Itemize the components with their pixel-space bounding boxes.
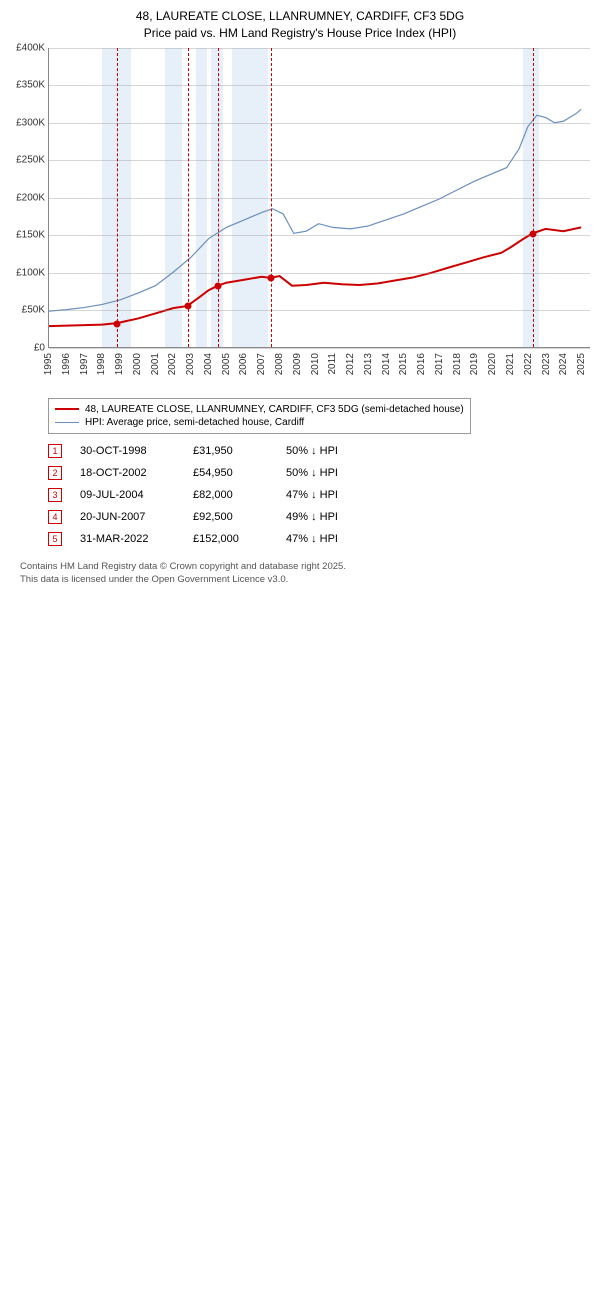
sale-date: 30-OCT-1998 [80,445,175,457]
x-axis-label: 2015 [398,353,409,375]
x-axis-label: 2002 [167,353,178,375]
sale-dot [114,320,121,327]
sale-index-box: 3 [48,488,62,502]
sale-date: 31-MAR-2022 [80,533,175,545]
x-axis-label: 2003 [185,353,196,375]
sale-index-box: 2 [48,466,62,480]
sale-price: £31,950 [193,445,268,457]
sale-marker-line [188,48,189,347]
y-axis-label: £150K [10,230,45,241]
sale-date: 18-OCT-2002 [80,467,175,479]
x-axis-label: 2004 [203,353,214,375]
x-axis-label: 2013 [363,353,374,375]
legend-label: HPI: Average price, semi-detached house,… [85,417,304,428]
x-axis-label: 2006 [238,353,249,375]
chart-title: 48, LAUREATE CLOSE, LLANRUMNEY, CARDIFF,… [10,8,590,42]
sale-index-box: 5 [48,532,62,546]
sale-index-box: 1 [48,444,62,458]
sale-marker-line [117,48,118,347]
y-axis-label: £300K [10,117,45,128]
sale-pct: 49% ↓ HPI [286,511,386,523]
legend-swatch [55,422,79,423]
x-axis-label: 2021 [505,353,516,375]
x-axis-label: 2010 [310,353,321,375]
x-axis-label: 2023 [541,353,552,375]
x-axis-label: 2025 [576,353,587,375]
x-axis-label: 2020 [487,353,498,375]
legend-row: 48, LAUREATE CLOSE, LLANRUMNEY, CARDIFF,… [55,403,464,416]
x-axis-label: 2018 [452,353,463,375]
hpi-line [49,109,581,311]
legend-row: HPI: Average price, semi-detached house,… [55,416,464,429]
sale-price: £92,500 [193,511,268,523]
sales-row: 4 20-JUN-2007 £92,500 49% ↓ HPI [48,506,590,528]
footer-line1: Contains HM Land Registry data © Crown c… [20,560,590,573]
sale-pct: 47% ↓ HPI [286,533,386,545]
sales-row: 1 30-OCT-1998 £31,950 50% ↓ HPI [48,440,590,462]
y-axis-label: £350K [10,80,45,91]
sale-dot [215,283,222,290]
sale-pct: 50% ↓ HPI [286,445,386,457]
x-axis-label: 2007 [256,353,267,375]
sale-index-box: 4 [48,510,62,524]
footer: Contains HM Land Registry data © Crown c… [20,560,590,587]
x-axis-label: 2012 [345,353,356,375]
x-axis-label: 2005 [221,353,232,375]
sale-price: £54,950 [193,467,268,479]
x-axis-label: 2022 [523,353,534,375]
x-axis-label: 2014 [381,353,392,375]
x-axis-label: 2000 [132,353,143,375]
x-axis-label: 2008 [274,353,285,375]
x-axis-label: 2011 [327,353,338,375]
sale-marker-line [271,48,272,347]
x-axis-label: 1998 [96,353,107,375]
footer-line2: This data is licensed under the Open Gov… [20,573,590,586]
y-axis-label: £250K [10,155,45,166]
sales-row: 5 31-MAR-2022 £152,000 47% ↓ HPI [48,528,590,550]
sale-date: 20-JUN-2007 [80,511,175,523]
x-axis-label: 2009 [292,353,303,375]
sale-pct: 50% ↓ HPI [286,467,386,479]
sale-marker-line [533,48,534,347]
x-axis-label: 2019 [469,353,480,375]
x-axis-label: 1996 [61,353,72,375]
y-axis-label: £400K [10,42,45,53]
x-axis-label: 2001 [150,353,161,375]
x-axis-label: 2024 [558,353,569,375]
y-axis-label: £100K [10,267,45,278]
sale-price: £82,000 [193,489,268,501]
sale-date: 09-JUL-2004 [80,489,175,501]
y-axis-label: £0 [10,342,45,353]
title-line1: 48, LAUREATE CLOSE, LLANRUMNEY, CARDIFF,… [10,8,590,25]
legend-label: 48, LAUREATE CLOSE, LLANRUMNEY, CARDIFF,… [85,404,464,415]
chart-area: 12345 £0 £50K £100K £150K £200K £250K £300K £35… [10,48,590,388]
legend: 48, LAUREATE CLOSE, LLANRUMNEY, CARDIFF,… [48,398,471,434]
sale-dot [267,275,274,282]
x-axis-label: 2016 [416,353,427,375]
sale-marker-line [218,48,219,347]
x-axis-label: 2017 [434,353,445,375]
sales-row: 2 18-OCT-2002 £54,950 50% ↓ HPI [48,462,590,484]
sale-dot [184,303,191,310]
sale-pct: 47% ↓ HPI [286,489,386,501]
sales-table: 1 30-OCT-1998 £31,950 50% ↓ HPI 2 18-OCT-2002… [48,440,590,550]
sales-row: 3 09-JUL-2004 £82,000 47% ↓ HPI [48,484,590,506]
y-axis-label: £200K [10,192,45,203]
title-line2: Price paid vs. HM Land Registry's House … [10,25,590,42]
sale-dot [530,230,537,237]
legend-swatch [55,408,79,410]
x-axis-label: 1999 [114,353,125,375]
sale-price: £152,000 [193,533,268,545]
y-axis-label: £50K [10,305,45,316]
x-axis-label: 1997 [79,353,90,375]
plot-region: 12345 [48,48,590,348]
x-axis-label: 1995 [43,353,54,375]
